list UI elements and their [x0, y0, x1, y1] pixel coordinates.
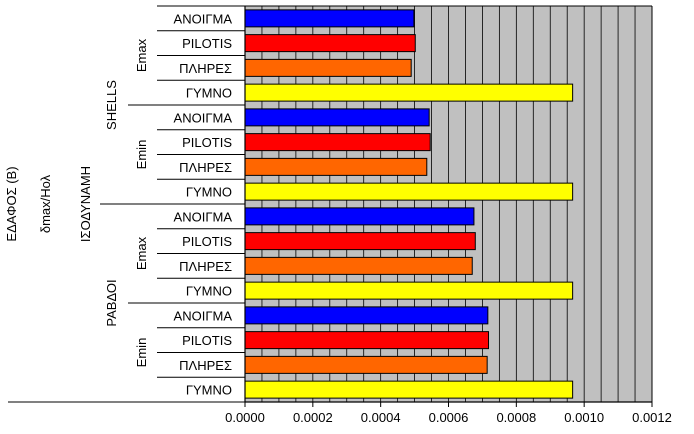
category-label: ΠΛΗΡΕΣ — [179, 259, 232, 274]
x-tick-label: 0.0010 — [564, 410, 604, 425]
category-label: ΓΥΜΝΟ — [186, 86, 232, 101]
group-label-level5: Emax — [134, 38, 149, 72]
x-tick-label: 0.0000 — [225, 410, 265, 425]
x-tick-label: 0.0008 — [496, 410, 536, 425]
bar — [244, 108, 430, 127]
bars — [244, 9, 574, 399]
bar — [244, 83, 574, 102]
x-tick-label: 0.0012 — [632, 410, 672, 425]
group-label-level4: ΡΑΒΔΟΙ — [104, 279, 119, 326]
bar — [244, 34, 416, 53]
category-label: ΑΝΟΙΓΜΑ — [174, 110, 233, 125]
category-label: PILOTIS — [182, 234, 232, 249]
bar — [244, 380, 574, 399]
group-label-level3: ΙΣΟΔΥΝΑΜΗ — [78, 166, 93, 242]
x-tick-label: 0.0004 — [361, 410, 401, 425]
bar — [244, 306, 489, 325]
x-tick-label: 0.0006 — [429, 410, 469, 425]
category-label: ΠΛΗΡΕΣ — [179, 160, 232, 175]
bar — [244, 232, 476, 251]
bar — [244, 157, 428, 176]
category-label: PILOTIS — [182, 135, 232, 150]
category-label: ΑΝΟΙΓΜΑ — [174, 209, 233, 224]
bar — [244, 9, 415, 28]
bar — [244, 58, 412, 77]
bar — [244, 256, 473, 275]
bar — [244, 331, 490, 350]
category-label: ΠΛΗΡΕΣ — [179, 61, 232, 76]
category-label: ΠΛΗΡΕΣ — [179, 358, 232, 373]
group-label-level2: δmax/Hολ — [38, 174, 53, 233]
group-label-level1: ΕΔΑΦΟΣ (Β) — [4, 166, 19, 241]
group-labels: ΕΔΑΦΟΣ (Β) δmax/Hολ ΙΣΟΔΥΝΑΜΗ SHELLS ΡΑΒΔΟΙ E… — [4, 38, 149, 367]
category-label: ΓΥΜΝΟ — [186, 185, 232, 200]
group-label-level5: Emax — [134, 236, 149, 270]
group-label-level4: SHELLS — [104, 80, 119, 130]
bar — [244, 182, 574, 201]
category-label: ΓΥΜΝΟ — [186, 383, 232, 398]
category-label: ΑΝΟΙΓΜΑ — [174, 11, 233, 26]
bar — [244, 281, 574, 300]
bar — [244, 133, 431, 152]
category-label: ΓΥΜΝΟ — [186, 284, 232, 299]
category-label: ΑΝΟΙΓΜΑ — [174, 308, 233, 323]
x-tick-label: 0.0002 — [293, 410, 333, 425]
bar — [244, 355, 488, 374]
group-label-level5: Emin — [134, 140, 149, 170]
category-label: PILOTIS — [182, 36, 232, 51]
axes: 0.0000 0.0002 0.0004 0.0006 0.0008 0.0010 0.00… — [8, 5, 672, 425]
group-label-level5: Emin — [134, 338, 149, 368]
category-labels: ΑΝΟΙΓΜΑ PILOTIS ΠΛΗΡΕΣ ΓΥΜΝΟ ΑΝΟΙΓΜΑ PILOTIS Π… — [174, 11, 233, 397]
category-label: PILOTIS — [182, 333, 232, 348]
bar — [244, 207, 475, 226]
